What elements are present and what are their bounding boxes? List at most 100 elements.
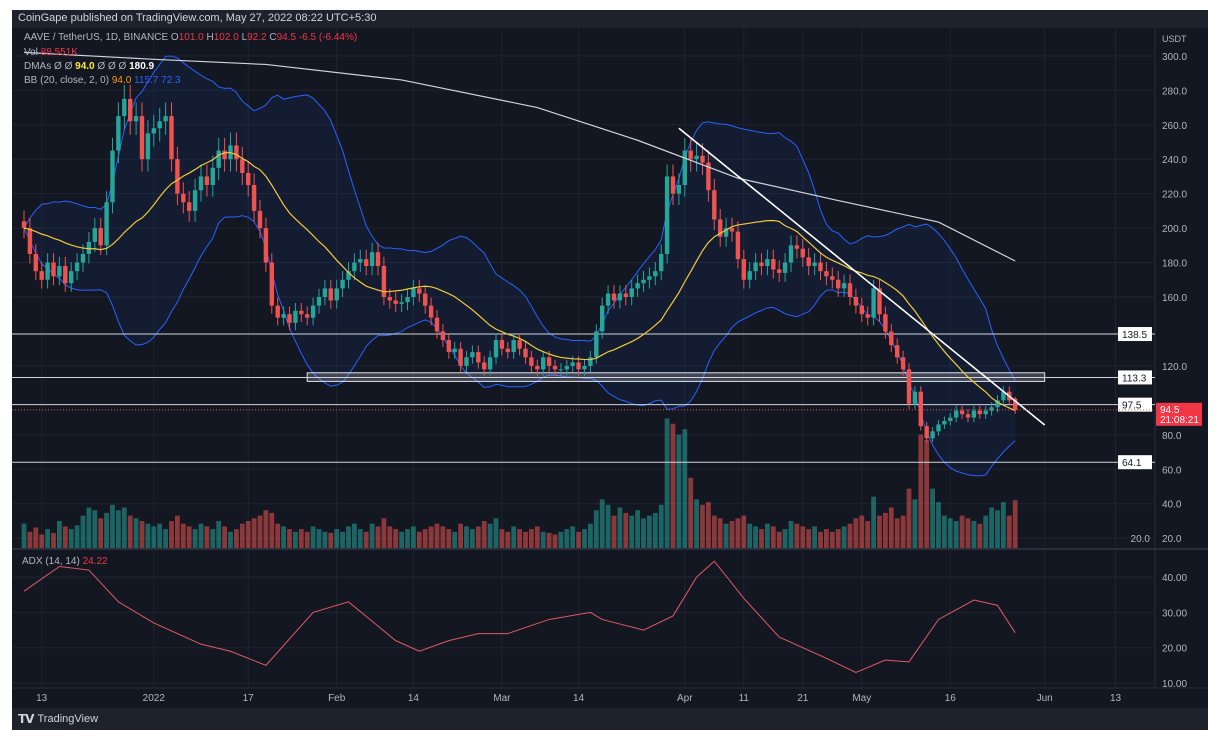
candle-body [788, 245, 794, 263]
volume-bar [942, 515, 947, 548]
volume-bar [894, 518, 900, 548]
candle-body [859, 305, 864, 315]
candle-body [918, 391, 923, 427]
volume-bar [399, 531, 404, 548]
volume-bar [446, 529, 452, 548]
candle-body [482, 362, 487, 370]
volume-bar [1001, 502, 1006, 548]
candle-body [145, 133, 151, 160]
candle-body [293, 310, 298, 323]
volume-bar [204, 526, 210, 548]
candle-body [139, 116, 145, 160]
candle-body [959, 410, 965, 415]
candle-body [346, 271, 351, 280]
last-price-label: 94.5 [1160, 405, 1180, 416]
volume-bar [269, 512, 275, 548]
sma20-line [23, 151, 1016, 412]
time-tick-label: Jun [1037, 693, 1053, 704]
candle-body [682, 150, 687, 186]
volume-bar [440, 526, 446, 548]
volume-bar [753, 526, 758, 548]
volume-bar [1006, 515, 1012, 548]
footer-brand: TradingView [37, 713, 99, 725]
volume-bar [422, 529, 428, 548]
volume-bar [387, 526, 393, 548]
candle-body [529, 357, 534, 366]
candle-body [617, 293, 623, 301]
candle-body [340, 279, 345, 289]
volume-bar [186, 526, 192, 548]
candle-body [192, 190, 198, 211]
volume-bar [316, 529, 322, 548]
candle-body [446, 340, 451, 353]
price-tick-label: 260.0 [1162, 121, 1187, 132]
candle-body [552, 365, 558, 370]
candle-body [246, 172, 251, 186]
candle-body [21, 221, 27, 229]
volume-bar [121, 507, 127, 548]
candle-body [275, 305, 280, 318]
level-price-label: 64.1 [1122, 458, 1142, 469]
high-value: 102.0 [213, 32, 239, 43]
price-tick-label: 80.0 [1162, 431, 1182, 442]
volume-bar [759, 529, 764, 548]
volume-bar [133, 518, 139, 548]
descending-trendline [678, 127, 1046, 426]
volume-bar [411, 526, 416, 548]
volume-bar [192, 529, 198, 548]
volume-bar [558, 531, 564, 548]
candle-body [45, 262, 50, 280]
candle-body [800, 248, 805, 258]
volume-bar [747, 523, 753, 548]
time-tick-label: May [852, 693, 871, 704]
candle-body [411, 288, 416, 297]
volume-bar [989, 507, 994, 548]
candle-body [358, 259, 363, 263]
volume-bar [275, 523, 281, 548]
candle-body [664, 176, 670, 254]
volume-bar [800, 526, 806, 548]
volume-bar [965, 518, 971, 548]
volume-bar [641, 518, 646, 548]
volume-bar [977, 523, 983, 548]
volume-bar [599, 499, 605, 548]
price-tick-label: 240.0 [1162, 155, 1187, 166]
candle-body [971, 410, 977, 418]
candle-body [393, 300, 398, 304]
volume-bar [51, 532, 56, 548]
candle-body [352, 262, 357, 272]
volume-bar [328, 532, 334, 548]
volume-bar [517, 529, 522, 548]
bb-basis: 94.0 [111, 75, 132, 86]
volume-bar [564, 529, 570, 548]
symbol-name: AAVE / TetherUS, 1D, BINANCE [24, 32, 169, 43]
volume-bar [859, 515, 865, 548]
volume-bar [971, 521, 977, 548]
candle-body [700, 155, 705, 163]
candle-body [328, 288, 333, 301]
candle-body [706, 162, 711, 191]
volume-bar [694, 499, 699, 548]
volume-bar [540, 531, 546, 548]
level-price-label: 97.5 [1122, 401, 1142, 412]
high-label: H [206, 32, 214, 43]
candle-body [187, 202, 192, 211]
candle-body [611, 293, 617, 301]
volume-bar [216, 521, 222, 548]
dma20-value: 94.0 [75, 61, 95, 72]
candle-body [782, 262, 788, 273]
candle-body [281, 314, 286, 318]
candle-body [623, 293, 628, 297]
price-axis-unit: USDT [1162, 34, 1187, 44]
candle-body [853, 297, 859, 306]
candle-body [641, 279, 646, 284]
candle-body [381, 265, 387, 297]
tradingview-footer[interactable]: 𝗧𝗩 TradingView [18, 712, 98, 726]
volume-bar [729, 521, 735, 548]
candle-body [104, 202, 109, 246]
price-tick-label: 180.0 [1162, 259, 1187, 270]
candle-body [181, 193, 186, 203]
volume-bar [534, 526, 540, 548]
candle-body [440, 331, 446, 341]
